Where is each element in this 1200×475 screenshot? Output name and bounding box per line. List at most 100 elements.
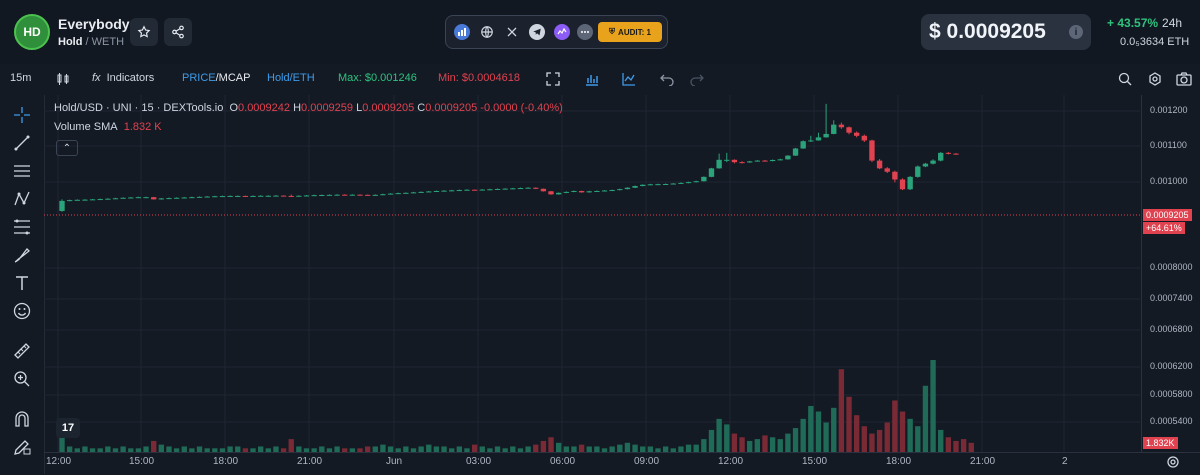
camera-icon: [1176, 72, 1192, 86]
brush-tool[interactable]: [12, 245, 32, 265]
search-chart-button[interactable]: [1118, 72, 1132, 89]
shield-icon: ⛨: [609, 27, 616, 36]
candle: [578, 190, 585, 193]
collapse-legend-button[interactable]: ⌃: [56, 140, 78, 156]
dextools-icon[interactable]: [454, 24, 470, 40]
candle: [922, 162, 929, 168]
volume-bar: [296, 446, 302, 452]
favorite-button[interactable]: [130, 18, 158, 46]
volume-bar: [464, 448, 470, 452]
candle: [571, 190, 577, 193]
volume-bar: [158, 444, 165, 452]
tradingview-logo[interactable]: 17: [56, 418, 80, 438]
volume-bar: [762, 435, 768, 452]
pair-toggle[interactable]: Hold/ETH: [267, 72, 315, 84]
price-mcap-toggle[interactable]: PRICE/MCAP: [182, 72, 250, 84]
candle: [280, 195, 287, 197]
pencil-lock-icon: [14, 440, 31, 455]
chart-link-icon[interactable]: [554, 24, 570, 40]
undo-button[interactable]: [660, 72, 674, 89]
trendline-tool[interactable]: [12, 133, 32, 153]
x-tick-label: 2: [1062, 456, 1068, 467]
y-tick-label: 0.001000: [1150, 176, 1188, 186]
more-icon[interactable]: [577, 24, 593, 40]
x-twitter-icon[interactable]: [504, 24, 520, 40]
candle: [82, 199, 88, 201]
gear-icon: [1149, 72, 1161, 86]
time-axis[interactable]: [44, 452, 1200, 475]
percent-change-tag: +64.61%: [1143, 222, 1185, 234]
redo-button[interactable]: [690, 72, 704, 89]
volume-bar: [960, 439, 967, 452]
token-logo: HD: [14, 14, 50, 50]
pair-base: Hold: [58, 36, 83, 48]
lock-drawing-tool[interactable]: [12, 437, 32, 457]
compare-button[interactable]: [585, 72, 599, 89]
volume-bar: [387, 446, 394, 452]
volume-bar: [212, 448, 218, 452]
interval-select[interactable]: 15m: [10, 72, 32, 84]
volume-bar: [846, 396, 852, 452]
candle: [548, 190, 554, 195]
volume-bar: [540, 440, 547, 452]
candle: [303, 195, 310, 197]
search-icon: [1118, 72, 1132, 86]
ruler-tool[interactable]: [12, 341, 32, 361]
open-label: O: [229, 102, 239, 114]
pattern-tool[interactable]: [12, 189, 32, 209]
x-tick-label: 15:00: [129, 456, 155, 467]
volume-bar: [288, 439, 294, 452]
line-chart-button[interactable]: [622, 72, 636, 89]
candle: [670, 183, 676, 185]
audit-badge[interactable]: ⛨ AUDIT: 1: [598, 22, 662, 42]
expand-icon: [546, 72, 560, 86]
candle: [777, 158, 783, 161]
indicators-button[interactable]: fx Indicators: [92, 72, 154, 84]
fullscreen-button[interactable]: [546, 72, 560, 89]
crosshair-tool[interactable]: [12, 105, 32, 125]
candle: [357, 194, 363, 196]
info-icon[interactable]: i: [1069, 25, 1083, 39]
price-chart[interactable]: [44, 95, 1140, 452]
price-axis[interactable]: [1141, 95, 1200, 452]
volume-bar: [449, 448, 455, 452]
redo-icon: [690, 74, 704, 87]
share-button[interactable]: [164, 18, 192, 46]
volume-bar: [747, 440, 753, 452]
candle: [334, 194, 340, 196]
candle: [273, 195, 279, 197]
x-tick-label: Jun: [386, 456, 403, 467]
volume-bar: [494, 446, 501, 452]
volume-bar: [808, 406, 814, 452]
volume-bar: [945, 437, 952, 452]
hlines-tool[interactable]: [12, 161, 32, 181]
candle: [342, 194, 348, 196]
volume-bar: [303, 448, 310, 452]
fib-tool[interactable]: [12, 217, 32, 237]
candle-type-button[interactable]: [56, 72, 70, 89]
candle: [326, 194, 333, 196]
candle: [151, 196, 157, 200]
volume-bar: [739, 437, 745, 452]
candle: [296, 195, 302, 197]
magnet-tool[interactable]: [12, 409, 32, 429]
y-tick-label: 0.001200: [1150, 105, 1188, 115]
axis-settings-button[interactable]: [1166, 455, 1180, 474]
candle: [693, 180, 699, 183]
candle: [372, 194, 378, 196]
candle: [800, 140, 806, 149]
globe-icon[interactable]: [479, 24, 495, 40]
emoji-tool[interactable]: [12, 301, 32, 321]
screenshot-button[interactable]: [1176, 72, 1192, 89]
text-tool[interactable]: [12, 273, 32, 293]
candle: [632, 185, 638, 189]
telegram-icon[interactable]: [529, 24, 545, 40]
zoom-tool[interactable]: [12, 369, 32, 389]
close-label: C: [417, 102, 426, 114]
volume-bar: [418, 446, 424, 452]
y-tick-label: 0.0006200: [1150, 361, 1193, 371]
candle: [196, 196, 203, 198]
candle: [586, 190, 592, 193]
settings-button[interactable]: [1148, 72, 1162, 89]
x-tick-label: 21:00: [970, 456, 996, 467]
